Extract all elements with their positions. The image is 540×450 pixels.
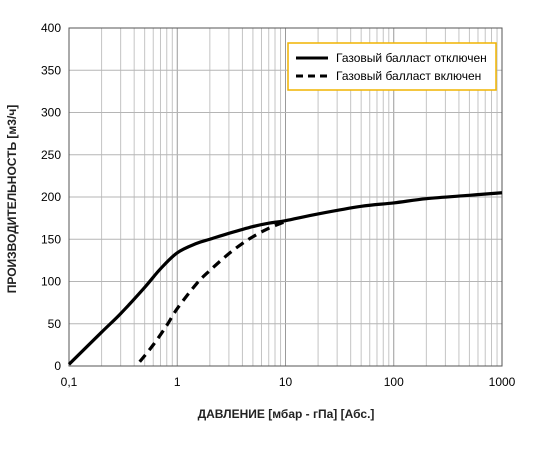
y-tick-label: 300 xyxy=(41,106,61,120)
x-tick-label: 1 xyxy=(174,375,181,389)
y-tick-label: 350 xyxy=(41,63,61,77)
y-axis-title: ПРОИЗВОДИТЕЛЬНОСТЬ [м3/ч] xyxy=(5,105,19,294)
y-tick-label: 0 xyxy=(54,359,61,373)
y-tick-label: 200 xyxy=(41,190,61,204)
legend-label-series-2: Газовый балласт включен xyxy=(336,69,481,83)
x-axis-ticks: 0,1 1 10 100 1000 xyxy=(61,375,516,389)
x-tick-label: 10 xyxy=(279,375,293,389)
y-tick-label: 150 xyxy=(41,232,61,246)
y-axis-ticks: 0 50 100 150 200 250 300 350 400 xyxy=(41,21,61,373)
series-line-1 xyxy=(67,191,503,366)
x-tick-label: 0,1 xyxy=(61,375,78,389)
series-line-2 xyxy=(138,220,287,363)
legend-box xyxy=(287,42,497,91)
chart-series xyxy=(67,191,503,366)
y-tick-label: 50 xyxy=(48,317,62,331)
x-tick-label: 100 xyxy=(384,375,404,389)
y-tick-label: 100 xyxy=(41,275,61,289)
x-axis-title: ДАВЛЕНИЕ [мбар - гПа] [Абс.] xyxy=(198,407,375,421)
y-tick-label: 250 xyxy=(41,148,61,162)
chart-legend: Газовый балласт отключен Газовый балласт… xyxy=(287,42,497,91)
plot-area-frame xyxy=(68,27,503,367)
legend-label-series-1: Газовый балласт отключен xyxy=(336,51,487,65)
y-tick-label: 400 xyxy=(41,21,61,35)
x-tick-label: 1000 xyxy=(489,375,516,389)
